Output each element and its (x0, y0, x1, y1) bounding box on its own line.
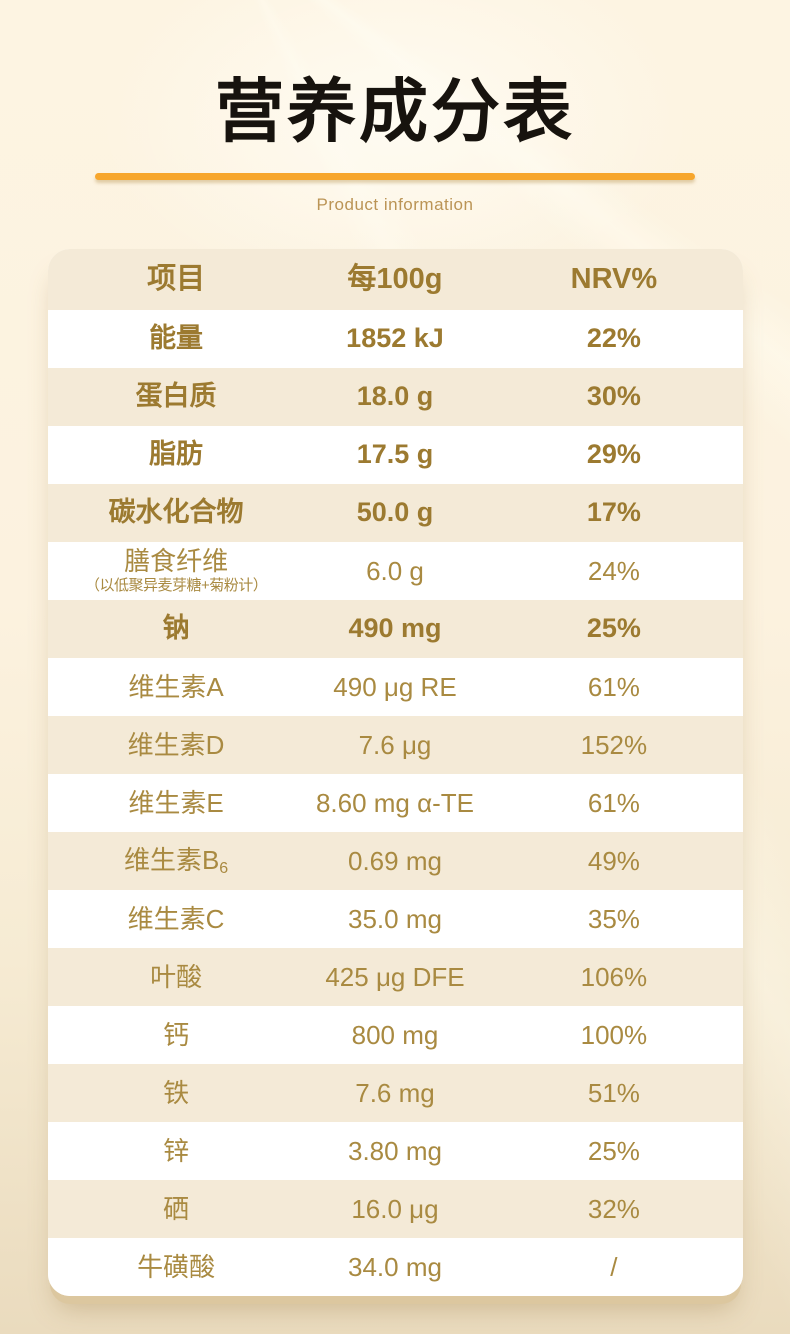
column-header-item: 项目 (147, 262, 206, 295)
row-item-label: 维生素C (127, 903, 225, 934)
row-item-label: 硒 (163, 1193, 190, 1224)
table-row: 叶酸 425 μg DFE 106% (47, 948, 743, 1006)
row-amount: 7.6 mg (355, 1077, 435, 1108)
table-row: 脂肪 17.5 g 29% (47, 426, 743, 484)
column-header-amount: 每100g (347, 262, 443, 295)
row-nrv: 25% (587, 1135, 640, 1166)
table-row: 钙 800 mg 100% (47, 1006, 743, 1064)
table-row: 维生素D 7.6 μg 152% (47, 716, 743, 774)
row-item-label: 维生素A (128, 671, 224, 702)
row-item-label: 碳水化合物 (108, 497, 244, 528)
row-item-label: 维生素B (123, 844, 220, 875)
nutrition-table-body: 能量 1852 kJ 22% 蛋白质 18.0 g 30% 脂肪 17.5 g … (47, 310, 743, 1296)
row-amount: 34.0 mg (348, 1251, 442, 1282)
row-amount: 425 μg DFE (325, 961, 465, 992)
row-amount: 17.5 g (356, 439, 434, 470)
row-nrv: 32% (587, 1193, 640, 1224)
row-amount: 490 μg RE (333, 671, 457, 702)
row-amount: 35.0 mg (348, 903, 442, 934)
page-subtitle: Product information (316, 195, 474, 214)
row-nrv: 49% (587, 845, 640, 876)
table-row: 维生素A 490 μg RE 61% (47, 658, 743, 716)
row-nrv: 29% (586, 439, 641, 470)
row-item-label: 维生素E (128, 787, 224, 818)
page-title: 营养成分表 (215, 73, 575, 150)
table-row: 膳食纤维 （以低聚异麦芽糖+菊粉计） 6.0 g 24% (47, 542, 743, 600)
row-nrv: 51% (587, 1077, 640, 1108)
row-amount: 490 mg (348, 613, 442, 644)
row-nrv: 17% (586, 497, 641, 528)
row-amount: 7.6 μg (358, 729, 432, 760)
row-nrv: 22% (586, 323, 641, 354)
title-underline (95, 173, 695, 180)
row-amount: 8.60 mg α-TE (315, 787, 475, 818)
row-nrv: 35% (587, 903, 640, 934)
row-item-label: 叶酸 (150, 961, 203, 992)
row-item-label: 维生素D (127, 729, 225, 760)
table-row: 蛋白质 18.0 g 30% (47, 368, 743, 426)
table-row: 钠 490 mg 25% (47, 600, 743, 658)
section-header: 营养成分表 Product information (0, 0, 790, 215)
table-row: 维生素B6 0.69 mg 49% (47, 832, 743, 890)
row-nrv: 61% (587, 671, 640, 702)
row-item-label: 脂肪 (149, 439, 204, 470)
row-nrv: 24% (587, 555, 640, 586)
row-nrv: 25% (586, 613, 641, 644)
row-item-subscript: 6 (219, 859, 229, 877)
table-row: 维生素E 8.60 mg α-TE 61% (47, 774, 743, 832)
row-item-note: （以低聚异麦芽糖+菊粉计） (84, 577, 268, 595)
row-amount: 6.0 g (366, 555, 424, 586)
row-amount: 50.0 g (356, 497, 434, 528)
table-row: 维生素C 35.0 mg 35% (47, 890, 743, 948)
row-amount: 18.0 g (356, 381, 434, 412)
row-nrv: 152% (580, 729, 648, 760)
row-nrv: 106% (580, 961, 648, 992)
row-amount: 3.80 mg (348, 1135, 442, 1166)
row-item-label: 钙 (163, 1019, 190, 1050)
nutrition-table-header: 项目 每100g NRV% (47, 249, 743, 310)
row-nrv: 61% (587, 787, 640, 818)
row-nrv: 30% (586, 381, 641, 412)
row-item-label: 能量 (149, 323, 204, 354)
nutrition-table: 项目 每100g NRV% 能量 1852 kJ 22% 蛋白质 18.0 g … (47, 249, 743, 1296)
row-amount: 1852 kJ (346, 323, 444, 354)
row-item-label: 膳食纤维 (124, 546, 229, 577)
row-item-label: 铁 (163, 1077, 190, 1108)
table-row: 硒 16.0 μg 32% (47, 1180, 743, 1238)
row-item-label: 钠 (162, 613, 190, 644)
row-amount: 0.69 mg (348, 845, 442, 876)
row-amount: 800 mg (351, 1019, 439, 1050)
table-row: 碳水化合物 50.0 g 17% (47, 484, 743, 542)
table-row: 能量 1852 kJ 22% (47, 310, 743, 368)
table-row: 铁 7.6 mg 51% (47, 1064, 743, 1122)
table-row: 锌 3.80 mg 25% (47, 1122, 743, 1180)
row-nrv: 100% (580, 1019, 648, 1050)
row-item-label: 锌 (163, 1135, 190, 1166)
column-header-nrv: NRV% (570, 262, 658, 295)
row-item-label: 蛋白质 (135, 381, 217, 412)
row-amount: 16.0 μg (351, 1193, 439, 1224)
table-row: 牛磺酸 34.0 mg / (47, 1238, 743, 1296)
row-nrv: / (610, 1251, 618, 1282)
row-item-label: 牛磺酸 (137, 1251, 216, 1282)
